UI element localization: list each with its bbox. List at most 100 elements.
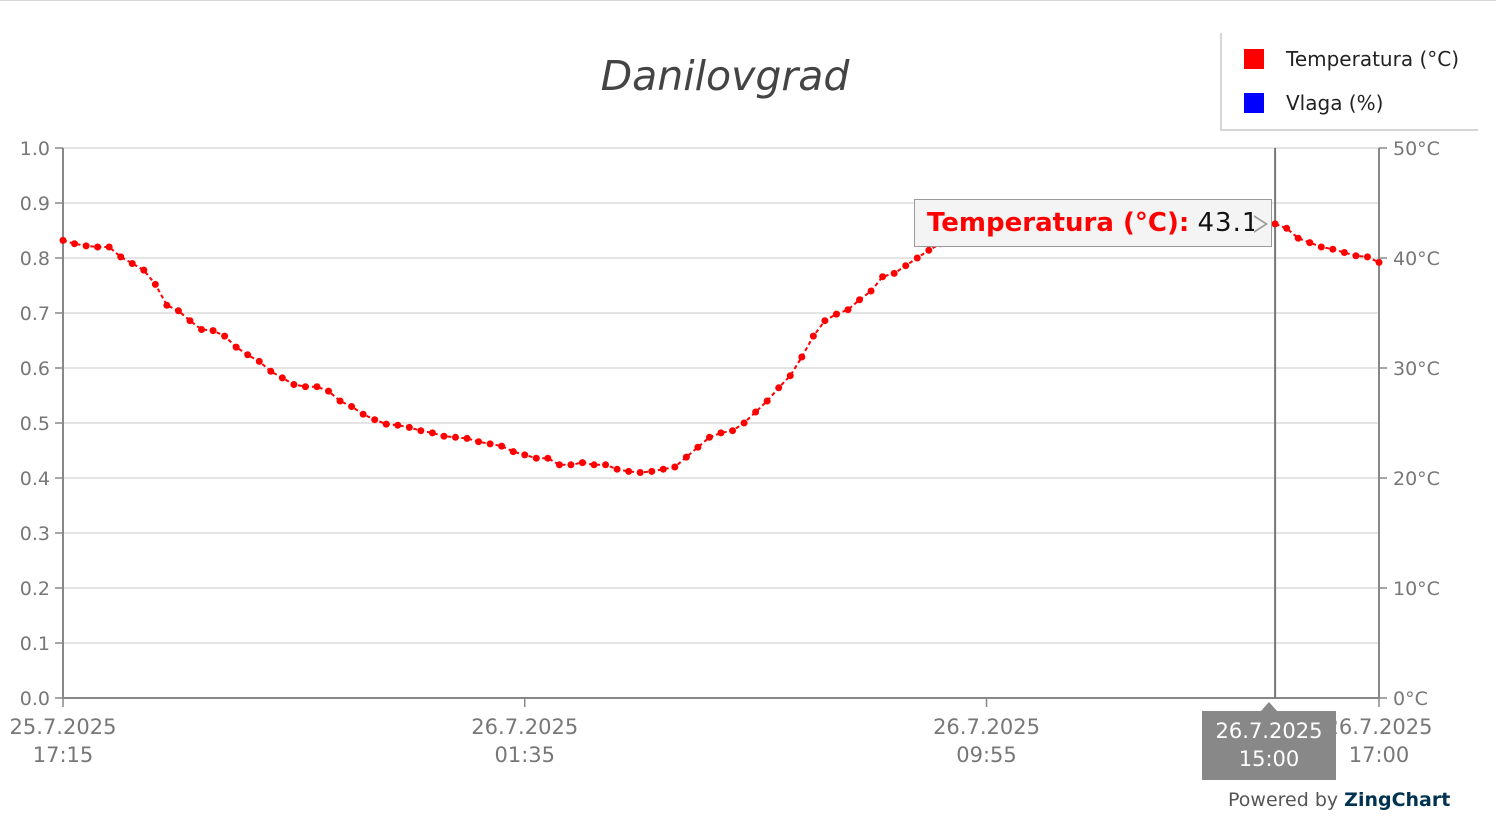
y-left-tick-label: 0.7 bbox=[20, 303, 50, 325]
data-point-temperatura bbox=[394, 421, 402, 429]
data-point-temperatura bbox=[717, 429, 725, 437]
zingchart-link[interactable]: ZingChart bbox=[1344, 789, 1451, 811]
data-point-temperatura bbox=[613, 465, 621, 473]
data-point-temperatura bbox=[163, 301, 171, 309]
tooltip-label: Temperatura (°C): bbox=[927, 208, 1190, 238]
data-point-temperatura bbox=[832, 310, 840, 318]
x-tick-label-time: 09:55 bbox=[956, 743, 1017, 767]
data-point-temperatura bbox=[775, 384, 783, 392]
data-point-temperatura bbox=[925, 246, 933, 254]
data-point-temperatura bbox=[198, 326, 206, 333]
data-point-temperatura bbox=[729, 427, 737, 435]
chart-title: Danilovgrad bbox=[600, 52, 850, 100]
data-point-temperatura bbox=[1271, 220, 1279, 228]
y-right-tick-label: 0°C bbox=[1393, 688, 1428, 710]
data-point-temperatura bbox=[809, 332, 817, 340]
data-point-temperatura bbox=[498, 442, 506, 450]
data-point-temperatura bbox=[1317, 243, 1325, 251]
data-point-temperatura bbox=[417, 427, 425, 435]
data-point-temperatura bbox=[405, 423, 413, 431]
data-point-temperatura bbox=[255, 357, 263, 365]
x-tick-label-date: 26.7.2025 bbox=[471, 715, 578, 739]
y-right-tick-label: 50°C bbox=[1393, 138, 1440, 160]
data-point-temperatura bbox=[1329, 245, 1337, 253]
tooltip-value: 43.1 bbox=[1197, 208, 1260, 238]
data-point-temperatura bbox=[636, 469, 644, 476]
data-point-temperatura bbox=[244, 351, 252, 359]
data-point-temperatura bbox=[440, 432, 448, 440]
powered-by[interactable]: Powered by ZingChart bbox=[1228, 789, 1450, 811]
legend-label-vlaga: Vlaga (%) bbox=[1286, 91, 1384, 115]
data-point-temperatura bbox=[509, 448, 517, 456]
y-left-tick-label: 1.0 bbox=[20, 138, 50, 160]
legend-swatch-temperatura bbox=[1244, 49, 1264, 69]
data-point-temperatura bbox=[94, 243, 102, 251]
y-left-tick-label: 0.1 bbox=[20, 633, 50, 655]
data-point-temperatura bbox=[382, 420, 390, 428]
data-point-temperatura bbox=[117, 253, 125, 261]
data-point-temperatura bbox=[105, 243, 113, 251]
data-point-temperatura bbox=[359, 410, 367, 418]
grid-layer bbox=[63, 147, 1379, 644]
x-tick-label-date: 26.7.2025 bbox=[1326, 715, 1433, 739]
data-point-temperatura bbox=[128, 260, 136, 267]
data-point-temperatura bbox=[694, 443, 702, 451]
y-left-tick-label: 0.2 bbox=[20, 578, 50, 600]
data-point-temperatura bbox=[1294, 234, 1302, 242]
data-point-temperatura bbox=[555, 461, 563, 469]
data-point-temperatura bbox=[590, 461, 598, 469]
data-point-temperatura bbox=[267, 367, 275, 375]
data-point-temperatura bbox=[544, 454, 552, 462]
top-border bbox=[0, 0, 1496, 1]
data-point-temperatura bbox=[486, 440, 494, 448]
data-point-temperatura bbox=[567, 461, 575, 469]
powered-by-prefix: Powered by bbox=[1228, 789, 1339, 811]
y-left-tick-label: 0.3 bbox=[20, 523, 50, 545]
data-point-temperatura bbox=[451, 433, 459, 441]
data-point-temperatura bbox=[151, 280, 159, 288]
legend-swatch-vlaga bbox=[1244, 93, 1264, 113]
data-point-temperatura bbox=[475, 438, 483, 446]
tooltip: Temperatura (°C): 43.1 bbox=[914, 199, 1273, 247]
x-tick-label-time: 17:15 bbox=[33, 743, 94, 767]
data-point-temperatura bbox=[59, 236, 67, 244]
data-point-temperatura bbox=[671, 463, 679, 471]
y-right-tick-label: 20°C bbox=[1393, 468, 1440, 490]
data-point-temperatura bbox=[174, 307, 182, 315]
data-point-temperatura bbox=[521, 451, 529, 459]
crosshair-time: 15:00 bbox=[1238, 747, 1300, 771]
data-point-temperatura bbox=[428, 429, 436, 437]
crosshair-label: 26.7.2025 15:00 bbox=[1202, 711, 1336, 780]
data-point-temperatura bbox=[682, 453, 690, 461]
crosshair-label-pointer bbox=[1261, 702, 1277, 711]
data-point-temperatura bbox=[278, 374, 286, 382]
y-left-tick-label: 0.0 bbox=[20, 688, 50, 710]
data-point-temperatura bbox=[348, 403, 356, 410]
y-right-tick-label: 40°C bbox=[1393, 248, 1440, 270]
data-point-temperatura bbox=[1340, 249, 1348, 256]
crosshair-date: 26.7.2025 bbox=[1215, 719, 1323, 743]
data-point-temperatura bbox=[1306, 239, 1314, 247]
data-point-temperatura bbox=[1352, 252, 1360, 260]
y-left-tick-label: 0.5 bbox=[20, 413, 50, 435]
data-point-temperatura bbox=[602, 461, 610, 469]
tooltip-pointer-fill bbox=[1254, 217, 1265, 231]
data-point-temperatura bbox=[290, 381, 298, 388]
data-point-temperatura bbox=[232, 343, 240, 351]
y-right-tick-label: 30°C bbox=[1393, 358, 1440, 380]
data-point-temperatura bbox=[301, 383, 309, 391]
data-point-temperatura bbox=[705, 433, 713, 441]
data-point-temperatura bbox=[463, 434, 471, 442]
axis-layer: 0.0 0.1 0.2 0.3 0.4 0.5 0.6 0.7 0.8 0.9 1.0 0°C 10°C… bbox=[10, 138, 1440, 767]
data-point-temperatura bbox=[902, 262, 910, 270]
x-tick-label-time: 01:35 bbox=[494, 743, 555, 767]
data-point-temperatura bbox=[752, 408, 760, 416]
data-point-temperatura bbox=[879, 273, 887, 281]
data-point-temperatura bbox=[867, 287, 875, 295]
data-point-temperatura bbox=[821, 317, 829, 325]
data-point-temperatura bbox=[82, 242, 90, 250]
data-point-temperatura bbox=[186, 317, 194, 325]
legend: Temperatura (°C) Vlaga (%) bbox=[1220, 33, 1478, 131]
data-point-temperatura bbox=[844, 306, 852, 314]
